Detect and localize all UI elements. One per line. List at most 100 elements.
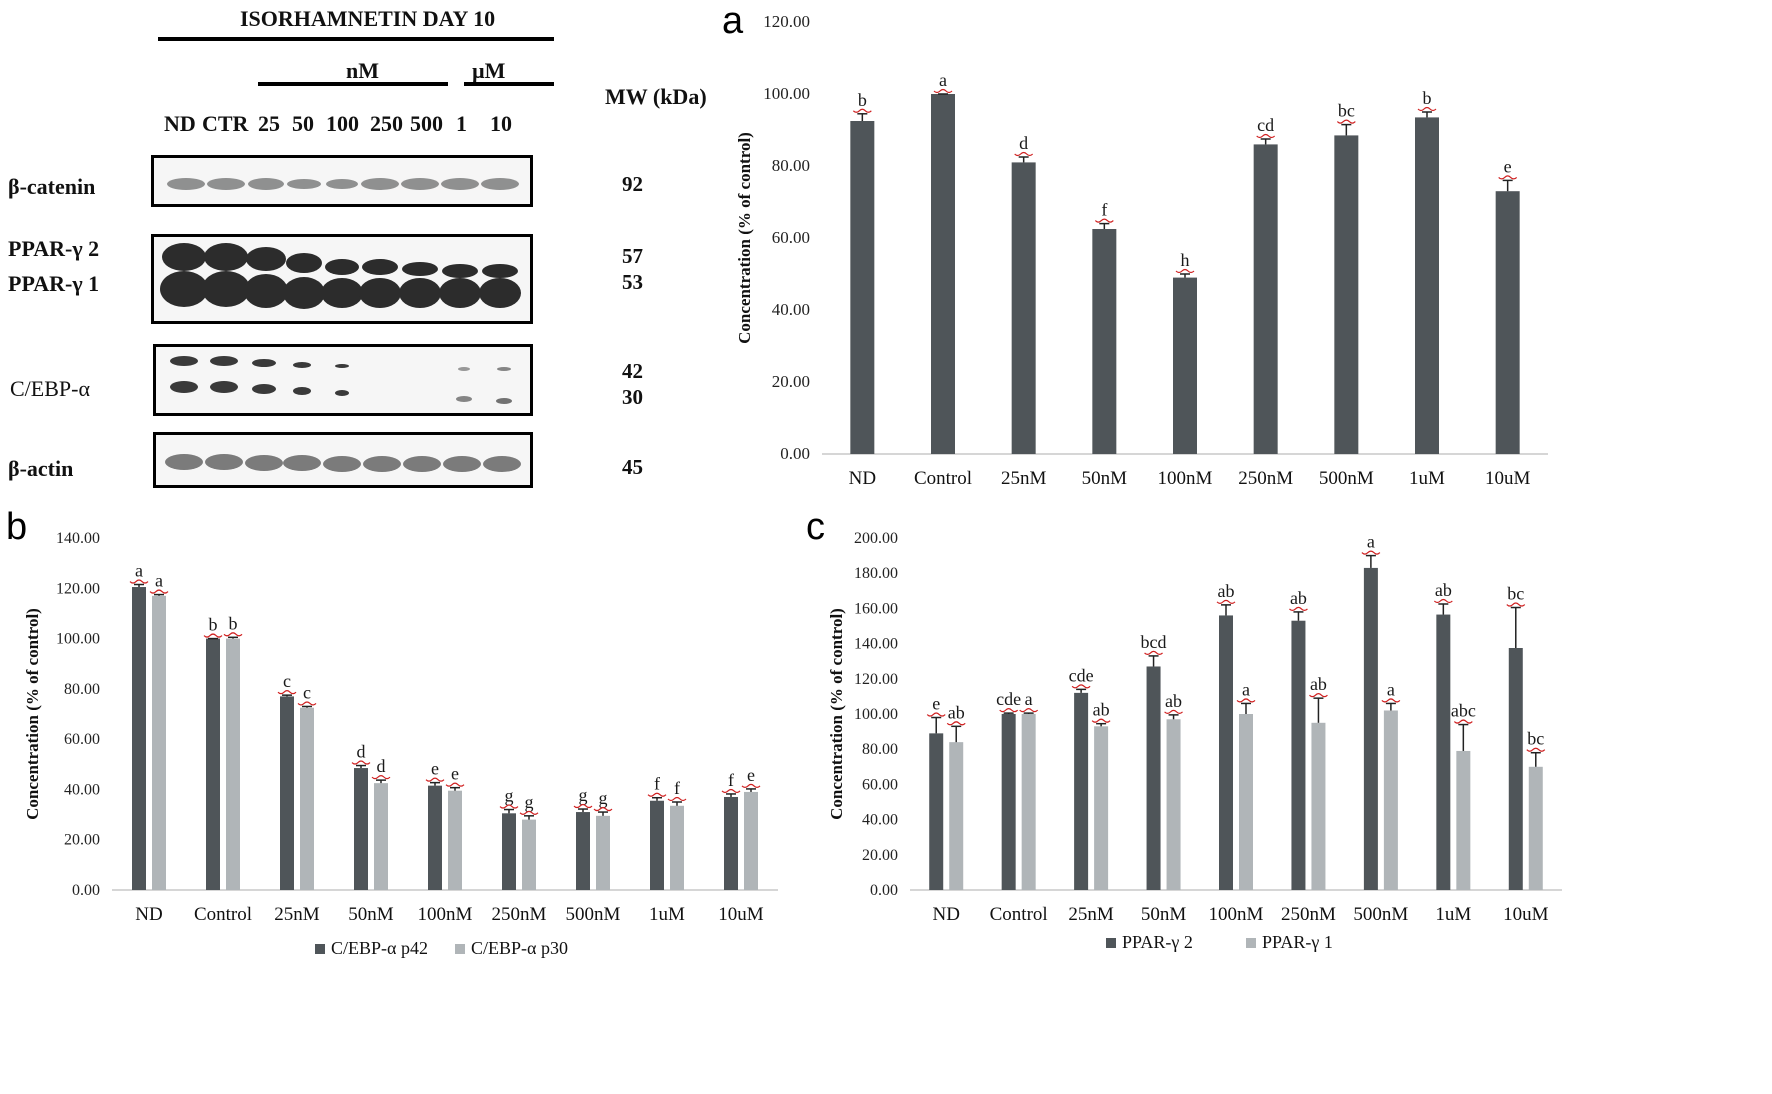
lane-label: 50: [292, 111, 314, 136]
significance-letter: bc: [1507, 584, 1524, 604]
x-tick-label: 500nM: [1353, 904, 1408, 925]
significance-underline: [946, 721, 966, 726]
bar: [1456, 750, 1471, 890]
significance-letter: a: [1367, 532, 1375, 552]
bar: [428, 785, 442, 890]
significance-letter: d: [1019, 133, 1028, 153]
cebp-alpha-blot: [153, 344, 533, 416]
beta-actin-bands: [165, 454, 521, 472]
significance-letter: ab: [1290, 588, 1307, 608]
bar: [1001, 714, 1016, 890]
x-tick-label: ND: [135, 904, 162, 925]
blot-row-label: PPAR-γ 1: [8, 271, 100, 296]
x-tick-label: 250nM: [492, 904, 547, 925]
legend-label: PPAR-γ 2: [1122, 932, 1193, 952]
significance-letter: e: [451, 764, 459, 784]
y-tick-label: 120.00: [854, 671, 898, 688]
y-tick-label: 20.00: [64, 832, 100, 849]
y-tick-label: 60.00: [862, 776, 898, 793]
mw-header: MW (kDa): [605, 84, 707, 109]
significance-underline: [1014, 151, 1034, 157]
y-tick-label: 40.00: [862, 812, 898, 829]
bar: [354, 768, 368, 890]
bar: [670, 805, 684, 890]
mw-label: 53: [622, 270, 643, 294]
legend-label: C/EBP-α p30: [471, 938, 568, 958]
significance-letter: e: [431, 759, 439, 779]
bar: [1334, 135, 1359, 454]
bar: [1383, 710, 1398, 890]
bar: [502, 813, 516, 890]
bar: [1415, 117, 1439, 455]
significance-letter: cd: [1257, 115, 1274, 135]
bar: [949, 742, 964, 890]
significance-letter: cde: [1069, 665, 1094, 685]
bar: [1011, 162, 1036, 454]
legend-label: PPAR-γ 1: [1262, 932, 1333, 952]
bar: [132, 587, 146, 890]
legend-label: C/EBP-α p42: [331, 938, 428, 958]
bar: [1508, 648, 1523, 890]
y-tick-label: 20.00: [772, 372, 810, 391]
bar: [1074, 692, 1089, 890]
blot-title-bar: [158, 37, 554, 41]
x-tick-label: 25nM: [1001, 468, 1047, 489]
x-tick-label: Control: [194, 904, 252, 925]
mw-label: 92: [622, 172, 643, 196]
mw-label: 57: [622, 244, 643, 268]
y-tick-label: 80.00: [64, 681, 100, 698]
bar: [596, 815, 610, 890]
legend-swatch: [315, 944, 325, 954]
bar: [1021, 714, 1036, 890]
significance-underline: [425, 777, 445, 782]
y-tick-label: 0.00: [780, 444, 810, 463]
significance-underline: [499, 804, 519, 809]
significance-underline: [1236, 698, 1256, 703]
significance-underline: [1019, 708, 1039, 713]
significance-underline: [667, 796, 687, 802]
significance-letter: h: [1181, 250, 1190, 270]
significance-letter: b: [858, 90, 867, 110]
x-tick-label: 25nM: [1068, 904, 1114, 925]
y-tick-label: 20.00: [862, 847, 898, 864]
x-tick-label: 50nM: [348, 904, 394, 925]
x-tick-label: 500nM: [1319, 468, 1374, 489]
bar: [1239, 714, 1253, 890]
x-tick-label: 50nM: [1082, 468, 1128, 489]
significance-underline: [1071, 684, 1091, 689]
significance-underline: [1336, 119, 1356, 124]
significance-underline: [1094, 218, 1114, 223]
blot-nm-bar: [258, 82, 448, 86]
significance-letter: bc: [1527, 729, 1544, 749]
significance-underline: [1175, 268, 1195, 274]
significance-underline: [129, 579, 149, 584]
x-tick-label: 10uM: [718, 904, 764, 925]
significance-underline: [999, 708, 1019, 713]
significance-letter: b: [229, 613, 238, 633]
bar: [1291, 620, 1306, 890]
ppar-blot: [151, 234, 533, 324]
y-tick-label: 140.00: [854, 636, 898, 653]
ppar-bands: [160, 243, 521, 309]
significance-letter: d: [377, 756, 386, 776]
blot-unit-nm: nM: [346, 58, 379, 83]
significance-underline: [445, 782, 465, 787]
mw-label: 45: [622, 455, 643, 479]
bar: [1363, 567, 1378, 890]
y-axis-label: Concentration (% of control): [23, 608, 42, 820]
bar: [576, 812, 590, 890]
x-tick-label: 10uM: [1485, 468, 1531, 489]
significance-letter: ab: [1165, 691, 1182, 711]
lane-label: 1: [456, 111, 467, 136]
bar: [929, 733, 944, 890]
panel-label-c: c: [806, 506, 825, 548]
significance-letter: ab: [1435, 580, 1452, 600]
bar: [152, 595, 166, 890]
significance-letter: a: [1025, 689, 1033, 709]
x-tick-label: 100nM: [418, 904, 473, 925]
significance-letter: ab: [1218, 581, 1235, 601]
blot-row-label: PPAR-γ 2: [8, 236, 100, 261]
significance-letter: g: [579, 785, 588, 805]
bar: [1528, 766, 1543, 890]
significance-underline: [1289, 606, 1308, 612]
